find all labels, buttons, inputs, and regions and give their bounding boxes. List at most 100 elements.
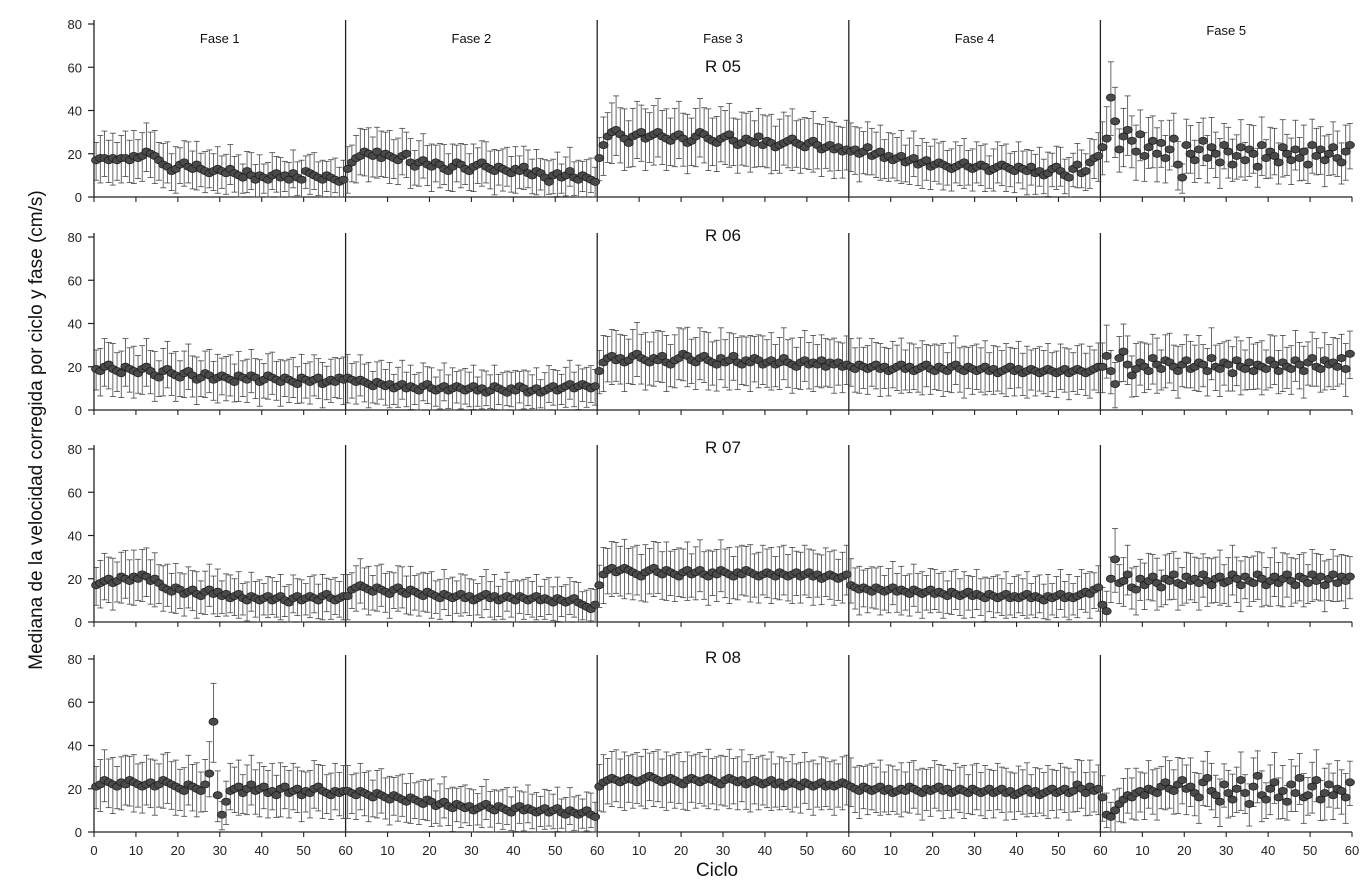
data-point [1340,147,1351,156]
y-tick-label: 60 [68,485,82,500]
data-point [1131,147,1141,156]
data-point [1160,778,1171,787]
data-point [1328,143,1339,152]
data-point [1160,154,1171,163]
y-tick-label: 80 [68,17,82,32]
data-point [372,147,382,156]
data-point [1256,574,1267,583]
data-point [284,175,294,184]
data-point [401,149,412,158]
data-point [1110,380,1121,388]
data-point [1126,136,1137,145]
data-point [1336,786,1347,795]
data-point [200,780,211,789]
data-point [1214,572,1225,581]
data-point [1303,791,1313,800]
data-point [1147,354,1158,363]
data-point [1235,143,1246,152]
data-point [1110,117,1121,126]
data-point [1193,793,1204,802]
data-point [313,373,324,382]
data-point [1282,149,1292,158]
data-point [1336,158,1347,167]
data-point [1277,143,1288,152]
data-point [1131,364,1141,373]
data-point [1164,145,1175,154]
data-point [1110,806,1121,815]
data-point [1277,786,1288,795]
panel-title: R 05 [705,57,741,76]
data-point [728,351,739,360]
data-point [623,138,634,147]
data-point [1101,607,1112,616]
y-tick-label: 0 [75,615,82,630]
data-point [1286,156,1297,165]
data-point [1139,151,1150,160]
data-point [1139,791,1150,800]
data-point [1294,773,1305,782]
data-point [1219,780,1230,789]
data-point [1235,581,1246,590]
data-point [1093,151,1104,160]
data-point [1307,570,1318,579]
data-point [1227,160,1238,169]
data-point [1181,356,1192,365]
data-point [1110,555,1121,564]
y-tick-label: 80 [68,442,82,457]
data-point [1219,141,1230,150]
data-point [590,812,601,821]
data-point [1323,780,1334,789]
data-point [204,769,215,778]
data-point [1311,151,1322,160]
data-point [1340,793,1351,802]
data-point [342,592,353,601]
data-point [233,782,244,791]
data-point [1273,793,1284,802]
data-point [221,797,232,806]
data-point [1122,360,1133,369]
data-point [1198,570,1209,579]
data-point [1101,351,1112,360]
y-tick-label: 80 [68,652,82,667]
data-point [1248,579,1259,588]
data-point [1248,782,1259,791]
y-tick-label: 20 [68,147,82,162]
data-point [1156,583,1167,592]
data-point [1244,799,1255,808]
data-point [296,175,307,184]
data-point [1282,570,1292,579]
data-point [1072,160,1083,169]
data-point [1097,362,1108,371]
data-point [246,780,257,789]
phase-label: Fase 4 [955,31,995,46]
data-point [1235,776,1246,785]
data-point [1273,367,1284,376]
data-point [216,810,227,819]
data-point [1323,149,1334,158]
data-point [1105,93,1116,102]
data-point [1152,149,1162,158]
data-point [1143,367,1154,376]
data-point [1319,156,1330,165]
data-point [1177,581,1188,590]
data-point [1256,141,1267,150]
data-point [116,369,127,378]
data-point [1143,143,1154,152]
data-point [1223,360,1234,369]
data-point [208,717,219,726]
data-point [1202,154,1213,163]
data-point [590,177,601,186]
data-point [1336,354,1347,363]
data-point [1097,600,1108,609]
y-tick-label: 40 [68,317,82,332]
data-point [1231,356,1242,365]
data-point [1080,789,1091,798]
data-point [1198,136,1209,145]
y-tick-label: 80 [68,230,82,245]
data-point [1068,786,1079,795]
panel-title: R 07 [705,438,741,457]
data-point [1097,143,1108,152]
y-tick-label: 40 [68,104,82,119]
y-tick-label: 40 [68,739,82,754]
